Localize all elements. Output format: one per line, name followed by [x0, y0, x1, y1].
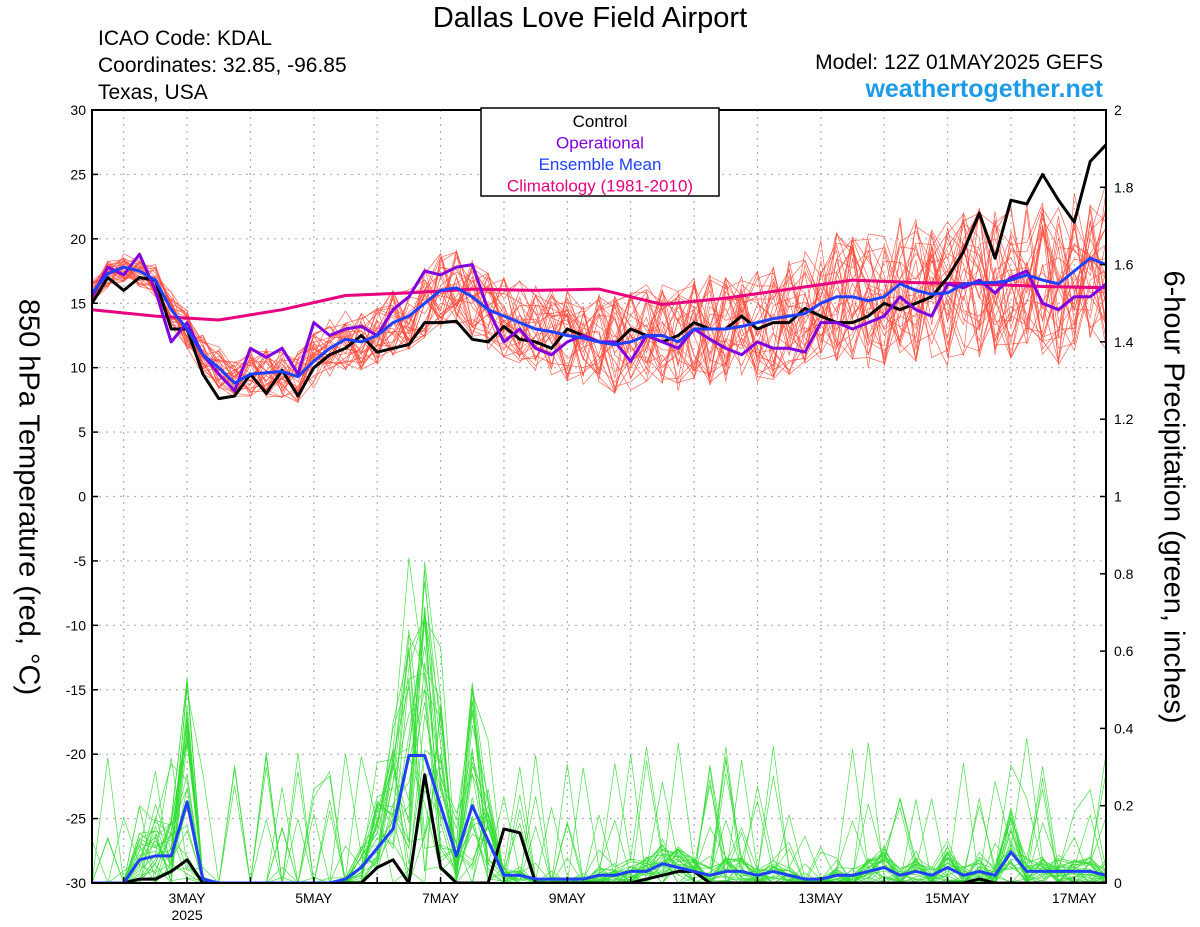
ensemble-member-precip — [92, 725, 1106, 883]
y2-tick-label: 0.6 — [1114, 643, 1134, 659]
ensemble-mean-precip-line — [92, 754, 1106, 883]
ensemble-member-precip — [92, 615, 1106, 883]
legend: Control Operational Ensemble Mean Climatolo… — [480, 107, 720, 197]
ensemble-member-precip — [92, 634, 1106, 883]
legend-entry: Operational — [556, 134, 644, 153]
ensemble-member-precip — [92, 629, 1106, 883]
ensemble-member-precip — [92, 682, 1106, 883]
ensemble-mean-temp-line — [92, 256, 1106, 385]
climatology-temp-line — [92, 278, 1106, 322]
y-tick-label: 0 — [78, 489, 86, 505]
y-tick-label: -10 — [66, 617, 86, 633]
x-tick-label: 5MAY — [295, 890, 333, 906]
coordinates: Coordinates: 32.85, -96.85 — [98, 54, 347, 77]
icao-code: ICAO Code: KDAL — [98, 27, 272, 50]
ensemble-member-temp — [92, 210, 1106, 395]
location: Texas, USA — [98, 81, 208, 104]
y-tick-label: 20 — [70, 231, 86, 247]
series-lines — [92, 143, 1106, 883]
y2-tick-label: 0.4 — [1114, 720, 1134, 736]
y-tick-label: -30 — [66, 875, 86, 891]
ensemble-member-precip — [92, 679, 1106, 883]
y-tick-label: 25 — [70, 166, 86, 182]
legend-entry: Climatology (1981-2010) — [507, 177, 693, 196]
x-tick-label: 9MAY — [549, 890, 587, 906]
y2-tick-label: 0 — [1114, 875, 1122, 891]
ensemble-member-precip — [92, 752, 1106, 883]
y2-tick-label: 1.4 — [1114, 334, 1134, 350]
ensemble-member-precip — [92, 569, 1106, 883]
y-tick-label: 30 — [70, 102, 86, 118]
ensemble-member-precip — [92, 581, 1106, 883]
axes: -30-25-20-15-10-505101520253000.20.40.60… — [66, 102, 1134, 923]
y-tick-label: -15 — [66, 682, 86, 698]
ensemble-member-precip — [92, 651, 1106, 883]
y2-tick-label: 1.2 — [1114, 411, 1134, 427]
x-tick-label: 7MAY — [422, 890, 460, 906]
gridlines — [92, 110, 1106, 883]
legend-box — [480, 107, 720, 197]
chart-title: Dallas Love Field Airport — [432, 2, 748, 34]
ensemble-member-precip — [92, 689, 1106, 883]
legend-entry: Control — [573, 112, 628, 131]
ensemble-member-temp — [92, 204, 1106, 389]
x-tick-label: 11MAY — [672, 890, 716, 906]
x-tick-label: 3MAY — [169, 890, 207, 906]
ensemble-member-temp — [92, 213, 1106, 397]
ensemble-member-precip — [92, 755, 1106, 883]
ensemble-member-precip — [92, 645, 1106, 883]
y2-tick-label: 0.2 — [1114, 798, 1134, 814]
ensemble-member-temp — [92, 212, 1106, 398]
x-tick-label: 17MAY — [1052, 890, 1098, 906]
ensemble-member-precip — [92, 619, 1106, 883]
y2-tick-label: 2 — [1114, 102, 1122, 118]
ensemble-member-precip — [92, 682, 1106, 883]
y-tick-label: 15 — [70, 295, 86, 311]
ensemble-member-precip — [92, 606, 1106, 883]
y2-tick-label: 0.8 — [1114, 566, 1134, 582]
brand-link[interactable]: weathertogether.net — [865, 75, 1103, 103]
y-tick-label: 10 — [70, 360, 86, 376]
ensemble-member-precip — [92, 647, 1106, 883]
x-tick-label: 15MAY — [925, 890, 971, 906]
ensemble-member-temp — [92, 220, 1106, 395]
y-tick-label: -5 — [74, 553, 87, 569]
y2-tick-label: 1 — [1114, 489, 1122, 505]
y-tick-label: -20 — [66, 746, 86, 762]
y2-tick-label: 1.6 — [1114, 257, 1134, 273]
x-tick-sublabel: 2025 — [171, 907, 202, 923]
y-tick-label: -25 — [66, 811, 86, 827]
model-run: Model: 12Z 01MAY2025 GEFS — [815, 51, 1103, 74]
ensemble-member-precip — [92, 672, 1106, 883]
y2-tick-label: 1.8 — [1114, 179, 1134, 195]
ensemble-member-precip — [92, 607, 1106, 883]
x-tick-label: 13MAY — [798, 890, 844, 906]
ensemble-member-precip — [92, 678, 1106, 883]
y-tick-label: 5 — [78, 424, 86, 440]
ensemble-member-precip — [92, 677, 1106, 883]
legend-entry: Ensemble Mean — [539, 155, 662, 174]
